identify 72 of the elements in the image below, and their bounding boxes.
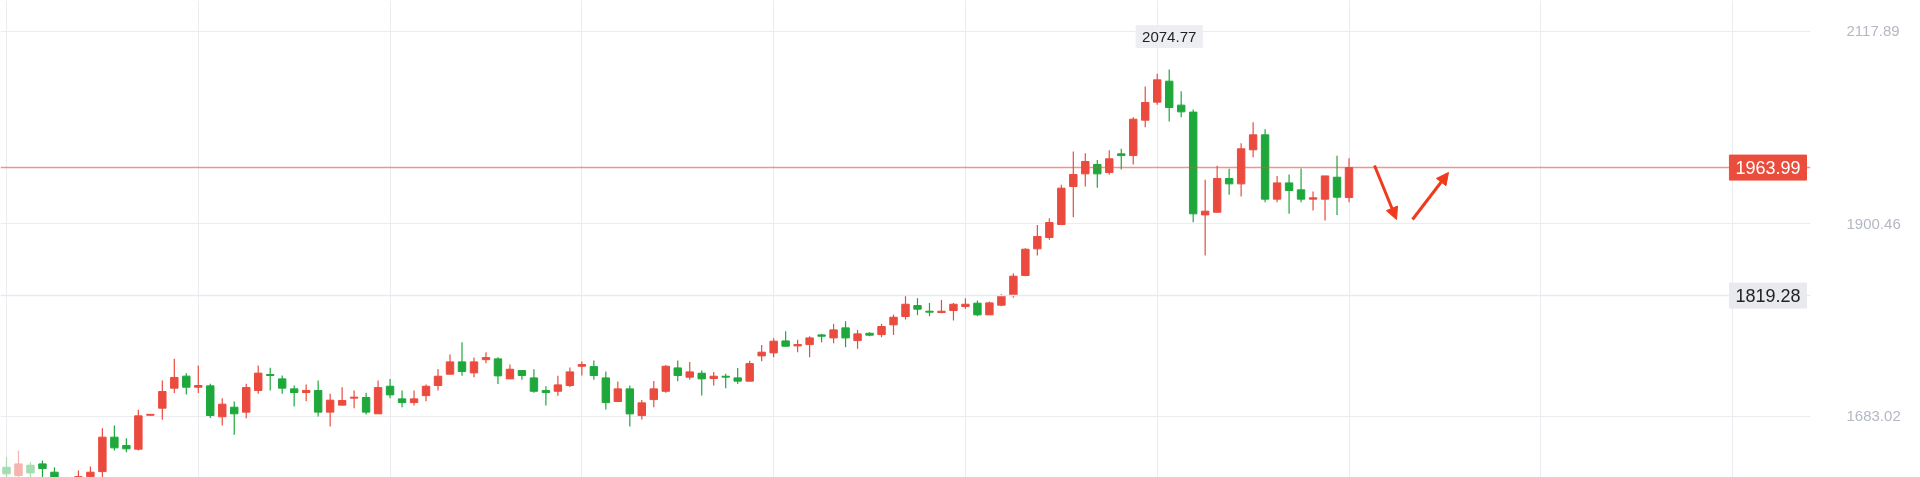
candlestick: [2, 456, 11, 477]
candlestick: [1093, 159, 1102, 189]
candlestick: [853, 329, 862, 350]
candlestick: [289, 384, 299, 408]
candlestick: [1248, 121, 1258, 158]
candlestick: [493, 356, 503, 385]
candlestick: [218, 397, 227, 427]
candlestick: [769, 337, 778, 358]
candlestick: [182, 372, 191, 396]
candlestick: [1045, 217, 1054, 241]
candlestick: [1200, 179, 1210, 257]
candlestick: [901, 294, 910, 321]
candlestick: [313, 379, 323, 418]
y-tick-label: 2117.89: [1846, 22, 1900, 40]
candlestick: [1009, 272, 1018, 299]
candlestick: [254, 364, 263, 395]
candlestick: [637, 399, 647, 421]
candlestick: [529, 368, 539, 394]
candlestick: [230, 400, 239, 436]
candlestick: [397, 389, 407, 408]
ref-line-label: 1819.28: [1735, 286, 1801, 307]
candlestick: [565, 366, 575, 388]
candlestick: [170, 358, 179, 394]
candlestick: [577, 360, 587, 377]
candlestick: [841, 320, 850, 348]
candlestick: [110, 424, 119, 452]
candlestick: [385, 378, 395, 399]
candlestick: [805, 335, 814, 358]
candlestick: [14, 449, 23, 477]
candlestick: [1117, 148, 1126, 171]
candlestick: [889, 313, 898, 336]
candlestick: [589, 359, 599, 381]
candlestick: [1272, 175, 1282, 203]
candlestick: [829, 323, 838, 344]
candlestick: [553, 375, 563, 397]
candlestick: [613, 380, 623, 403]
candlestick: [1332, 155, 1342, 216]
candlestick: [361, 392, 371, 416]
y-tick-label: 1900.46: [1846, 214, 1901, 232]
candlestick: [1320, 175, 1330, 222]
candlestick: [277, 374, 287, 395]
candlestick: [1105, 149, 1114, 176]
candlestick: [649, 380, 658, 408]
candlestick: [673, 359, 682, 382]
candlestick: [1033, 224, 1042, 257]
candlestick: [697, 369, 706, 397]
candlestick: [1069, 150, 1078, 218]
candlestick: [445, 353, 455, 375]
candlestick: [325, 393, 335, 428]
candlestick: [481, 351, 491, 364]
candlestick: [745, 360, 754, 382]
candlestick: [1308, 190, 1318, 212]
candlestick: [158, 379, 167, 421]
candlestick: [409, 389, 419, 407]
candlestick: [337, 386, 347, 406]
candlestick: [1224, 168, 1234, 196]
candlestick: [1176, 90, 1186, 118]
y-tick-label: 1683.02: [1846, 407, 1901, 425]
candlestick: [194, 364, 203, 394]
candlestick: [1284, 173, 1294, 215]
ref-line-label: 1963.99: [1735, 158, 1801, 179]
annotation: 2074.77: [1142, 27, 1197, 45]
candlestick: [1141, 85, 1150, 128]
candlestick: [349, 389, 359, 409]
candlestick: [469, 356, 479, 378]
candlestick: [457, 341, 467, 377]
candlestick: [433, 368, 443, 392]
candlestick: [541, 385, 551, 407]
candlestick: [1081, 152, 1090, 188]
candlestick: [1153, 73, 1162, 106]
candlestick: [1296, 167, 1306, 203]
candlestick: [265, 367, 275, 392]
